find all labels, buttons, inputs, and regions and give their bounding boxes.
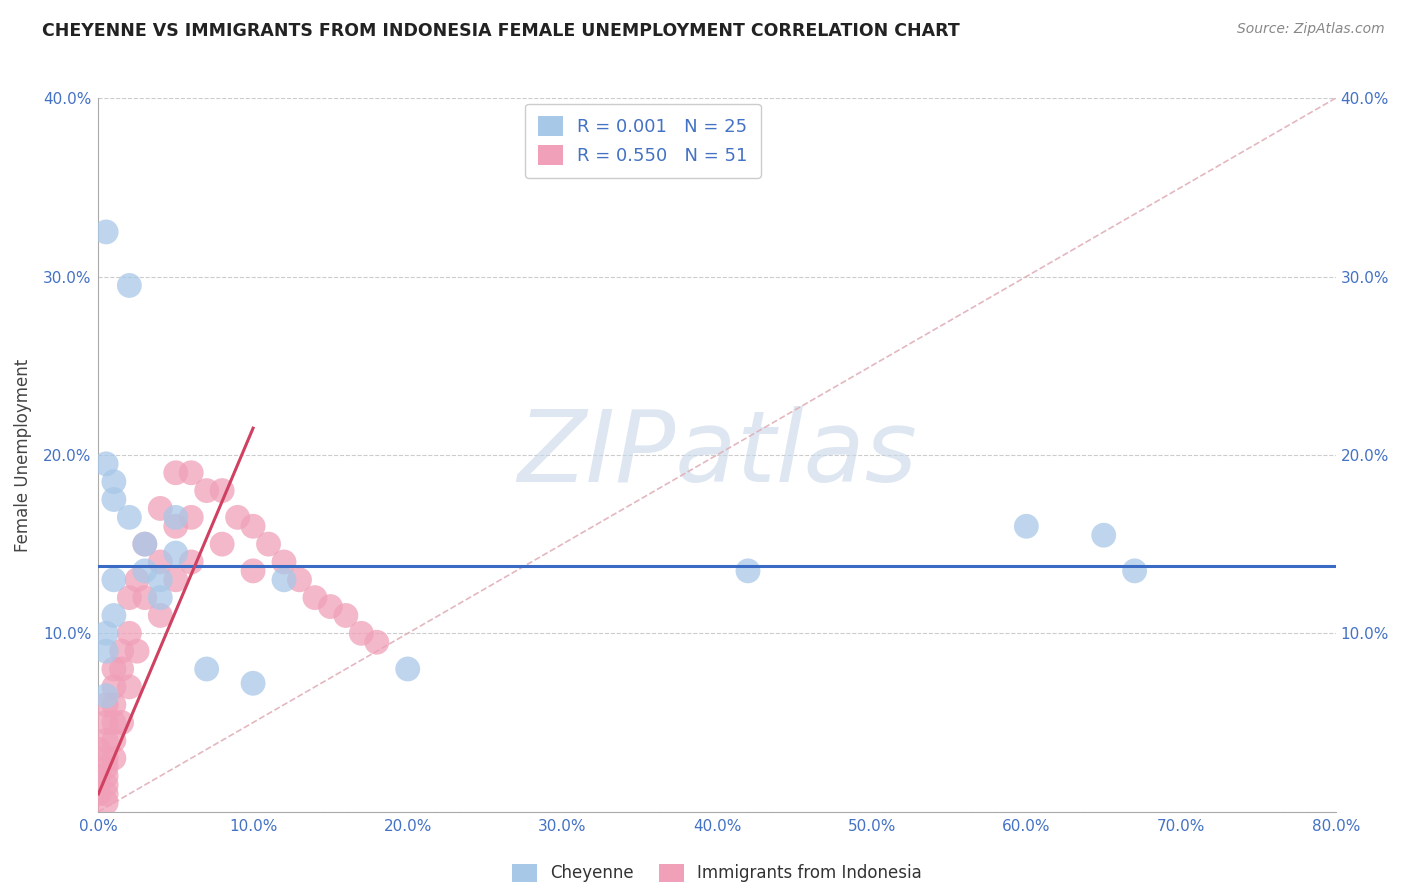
Point [211, 483, 233, 498]
Point [180, 510, 202, 524]
Point [149, 608, 172, 623]
Point [96, 644, 118, 658]
Point [1092, 528, 1115, 542]
Point [242, 676, 264, 690]
Point [273, 573, 295, 587]
Point [149, 501, 172, 516]
Point [1015, 519, 1038, 533]
Point [87, 769, 110, 783]
Point [273, 555, 295, 569]
Point [165, 519, 187, 533]
Point [111, 715, 134, 730]
Point [165, 510, 187, 524]
Point [149, 591, 172, 605]
Point [180, 555, 202, 569]
Point [165, 573, 187, 587]
Point [127, 644, 149, 658]
Point [211, 537, 233, 551]
Point [103, 608, 125, 623]
Point [319, 599, 342, 614]
Point [103, 573, 125, 587]
Point [118, 591, 141, 605]
Point [111, 644, 134, 658]
Point [96, 715, 118, 730]
Point [111, 662, 134, 676]
Y-axis label: Female Unemployment: Female Unemployment [14, 359, 32, 551]
Point [96, 787, 118, 801]
Point [96, 751, 118, 765]
Point [118, 510, 141, 524]
Text: CHEYENNE VS IMMIGRANTS FROM INDONESIA FEMALE UNEMPLOYMENT CORRELATION CHART: CHEYENNE VS IMMIGRANTS FROM INDONESIA FE… [42, 22, 960, 40]
Point [134, 537, 156, 551]
Point [96, 689, 118, 703]
Point [96, 796, 118, 810]
Point [87, 742, 110, 756]
Point [304, 591, 326, 605]
Point [149, 555, 172, 569]
Point [103, 475, 125, 489]
Point [350, 626, 373, 640]
Point [257, 537, 280, 551]
Point [87, 787, 110, 801]
Point [96, 769, 118, 783]
Point [96, 457, 118, 471]
Point [127, 573, 149, 587]
Point [366, 635, 388, 649]
Point [134, 564, 156, 578]
Point [195, 483, 218, 498]
Point [96, 733, 118, 747]
Point [96, 225, 118, 239]
Point [165, 546, 187, 560]
Point [118, 680, 141, 694]
Point [165, 466, 187, 480]
Text: Source: ZipAtlas.com: Source: ZipAtlas.com [1237, 22, 1385, 37]
Point [103, 715, 125, 730]
Point [134, 537, 156, 551]
Point [149, 573, 172, 587]
Point [242, 519, 264, 533]
Point [288, 573, 311, 587]
Point [103, 733, 125, 747]
Point [96, 698, 118, 712]
Point [118, 626, 141, 640]
Point [1123, 564, 1146, 578]
Legend: Cheyenne, Immigrants from Indonesia: Cheyenne, Immigrants from Indonesia [505, 857, 929, 889]
Point [335, 608, 357, 623]
Point [96, 778, 118, 792]
Point [195, 662, 218, 676]
Point [226, 510, 249, 524]
Text: ZIPatlas: ZIPatlas [517, 407, 917, 503]
Point [103, 492, 125, 507]
Point [396, 662, 419, 676]
Point [103, 698, 125, 712]
Point [180, 466, 202, 480]
Point [96, 626, 118, 640]
Point [103, 751, 125, 765]
Point [96, 760, 118, 774]
Point [737, 564, 759, 578]
Point [242, 564, 264, 578]
Point [118, 278, 141, 293]
Point [103, 680, 125, 694]
Point [134, 591, 156, 605]
Point [103, 662, 125, 676]
